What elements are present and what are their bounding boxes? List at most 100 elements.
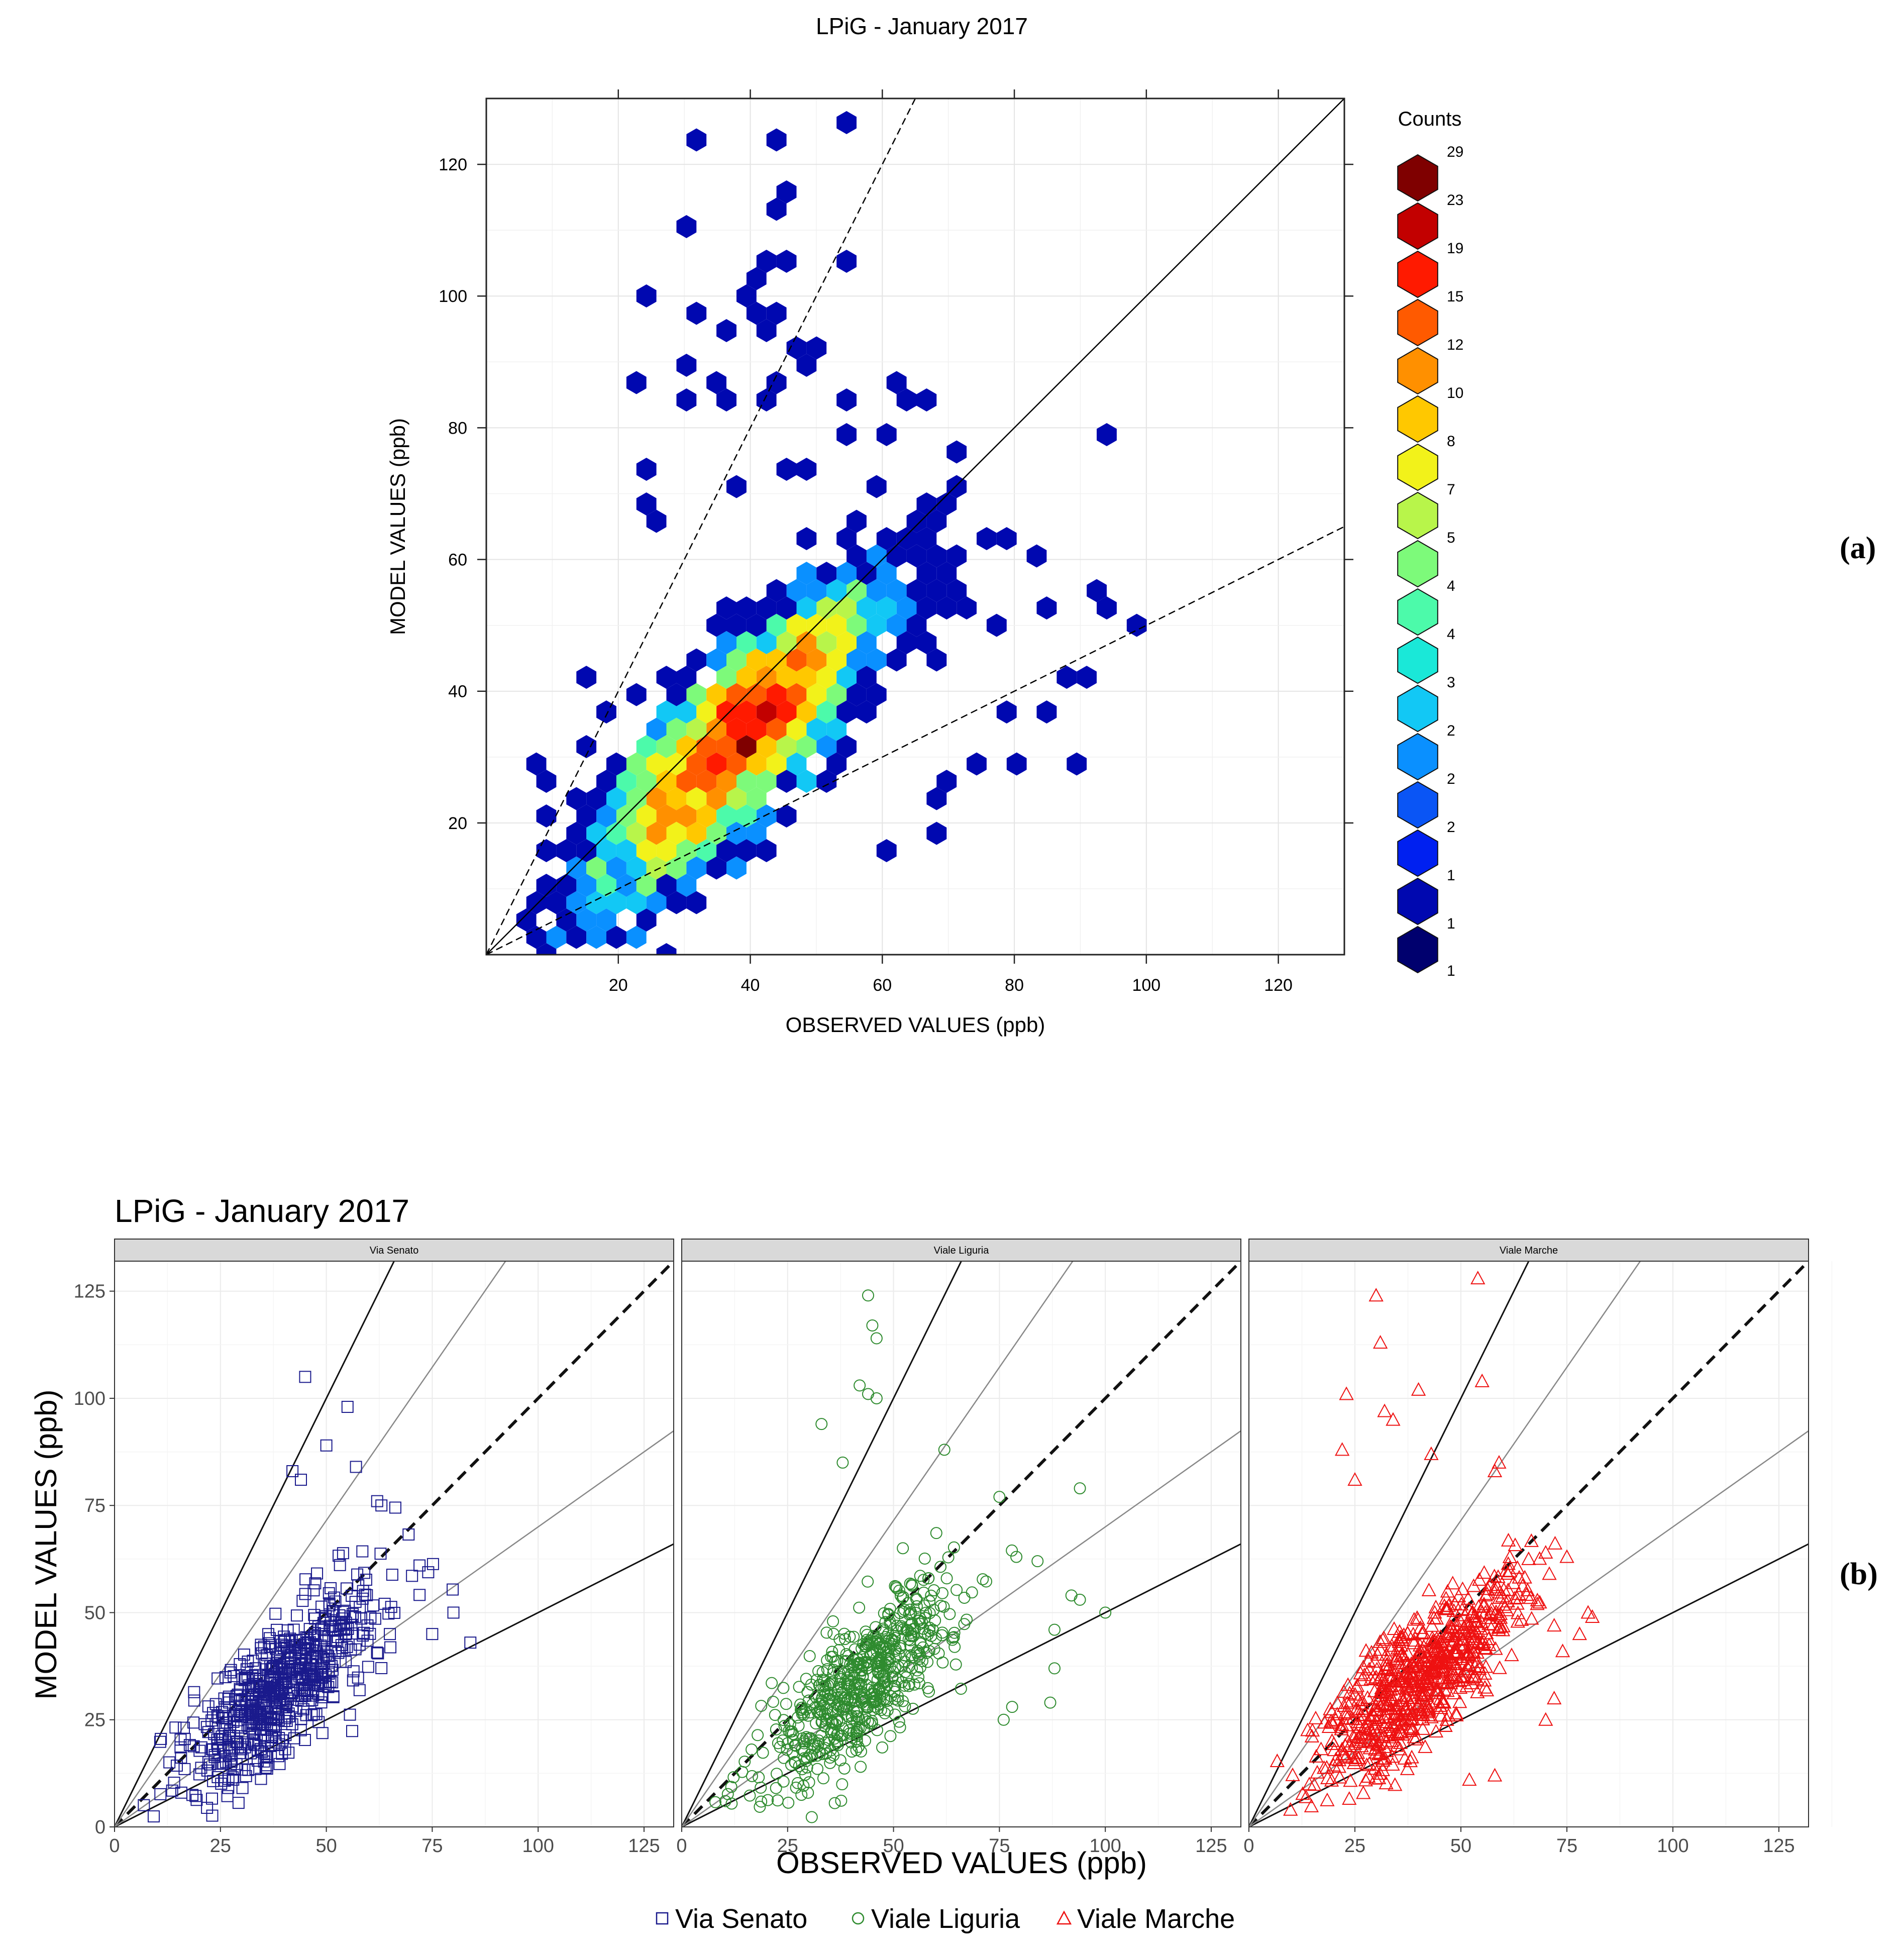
point-circle: [947, 1541, 960, 1554]
facet-viale-liguria: Viale Liguria 0 25 50 75 100 125: [676, 1237, 1265, 1857]
point-circle: [849, 1694, 862, 1707]
point-circle: [776, 1734, 789, 1747]
facet-strip-label: Viale Marche: [1500, 1245, 1558, 1256]
point-triangle: [1443, 1662, 1458, 1676]
hexbin-cell: [546, 891, 567, 914]
legend-label: 10: [1447, 385, 1463, 401]
point-square: [332, 1647, 345, 1659]
facet-strip: [114, 1239, 674, 1262]
point-circle: [858, 1692, 871, 1705]
point-circle: [862, 1289, 874, 1302]
hexbin-cell: [776, 458, 797, 481]
point-triangle: [1515, 1578, 1530, 1592]
facet-ref-line-slope-2: [115, 1261, 395, 1827]
point-triangle: [1384, 1671, 1399, 1685]
point-triangle: [1435, 1637, 1450, 1652]
point-triangle: [1367, 1720, 1382, 1734]
point-square: [207, 1707, 220, 1719]
hexbin-cell: [836, 700, 857, 724]
point-triangle: [1406, 1671, 1421, 1685]
hexbin-cell: [766, 683, 787, 706]
point-triangle: [1336, 1698, 1352, 1712]
point-square: [249, 1662, 262, 1675]
legend-label: 1: [1447, 867, 1455, 884]
point-triangle: [1501, 1532, 1516, 1547]
hexbin-cell: [816, 700, 837, 724]
point-triangle: [1368, 1288, 1384, 1302]
point-triangle: [1453, 1669, 1468, 1683]
point-triangle: [1504, 1648, 1519, 1662]
point-square: [264, 1674, 276, 1686]
point-circle: [875, 1704, 887, 1716]
point-circle: [752, 1729, 764, 1741]
hexbin-cell: [876, 423, 897, 446]
hexbin-cell: [706, 683, 726, 706]
legend-label: 2: [1447, 771, 1455, 787]
point-square: [235, 1743, 248, 1756]
point-square: [219, 1728, 231, 1740]
point-square: [269, 1736, 282, 1749]
point-square: [369, 1612, 381, 1625]
point-triangle: [1393, 1741, 1408, 1756]
point-triangle: [1327, 1742, 1342, 1757]
hexbin-cell: [716, 631, 736, 654]
hexbin-cell: [796, 458, 817, 481]
point-circle: [1048, 1662, 1061, 1675]
point-triangle: [1420, 1670, 1435, 1684]
point-square: [270, 1700, 282, 1712]
hexbin-cell: [896, 596, 917, 620]
point-square: [402, 1528, 415, 1541]
point-triangle: [1555, 1644, 1570, 1658]
hexbin-cell: [546, 926, 567, 949]
hexbin-cell: [926, 509, 947, 533]
hexbin-cell: [857, 562, 877, 585]
point-triangle: [1402, 1723, 1417, 1737]
hexbin-cell: [836, 562, 857, 585]
point-square: [367, 1599, 379, 1612]
point-triangle: [1354, 1696, 1370, 1710]
point-square: [315, 1665, 328, 1678]
point-square: [217, 1719, 230, 1731]
point-triangle: [1479, 1586, 1495, 1600]
hexbin-cell: [656, 770, 677, 793]
facet-x-tick-label: 50: [1450, 1835, 1471, 1857]
point-triangle: [1396, 1627, 1412, 1641]
hexbin-cell: [716, 735, 736, 758]
point-circle: [824, 1752, 836, 1764]
hexbin-cell: [876, 596, 897, 620]
hexbin-cell: [606, 926, 626, 949]
point-circle: [902, 1633, 915, 1646]
point-circle: [828, 1797, 841, 1809]
point-circle: [851, 1729, 863, 1742]
point-square: [222, 1782, 235, 1794]
facet-x-tick-label: 0: [1243, 1835, 1254, 1857]
point-circle: [852, 1710, 864, 1722]
point-circle: [869, 1621, 882, 1633]
legend-label: 7: [1447, 481, 1455, 498]
hexbin-cell: [776, 631, 797, 654]
point-triangle: [1431, 1654, 1447, 1668]
point-square: [389, 1501, 401, 1514]
hexbin-cell: [996, 527, 1017, 550]
hexbin-cell: [716, 319, 736, 342]
hexbin-cell: [866, 648, 887, 672]
facet-strip-label: Via Senato: [370, 1245, 419, 1256]
point-triangle: [1378, 1706, 1393, 1720]
point-triangle: [1397, 1751, 1412, 1765]
legend-hex: [1397, 540, 1438, 588]
legend-hex: [1397, 250, 1438, 298]
legend-label: 5: [1447, 530, 1455, 546]
point-square: [324, 1619, 336, 1632]
point-square: [262, 1669, 274, 1682]
point-circle: [903, 1661, 915, 1673]
hexbin-cell: [796, 631, 817, 654]
point-triangle: [1355, 1701, 1370, 1715]
facet-via-senato: Via Senato 0 25 50 75 100 125 0 25 50 75 100 125: [74, 1237, 698, 1857]
hexbin-cell: [716, 666, 736, 689]
facet-viale-marche: Viale Marche 0 25 50 75 100 125: [1243, 1237, 1833, 1857]
hexbin-cell: [766, 371, 787, 394]
hexbin-cell: [646, 752, 667, 776]
point-square: [224, 1666, 237, 1679]
hexbin-cell: [586, 856, 606, 880]
